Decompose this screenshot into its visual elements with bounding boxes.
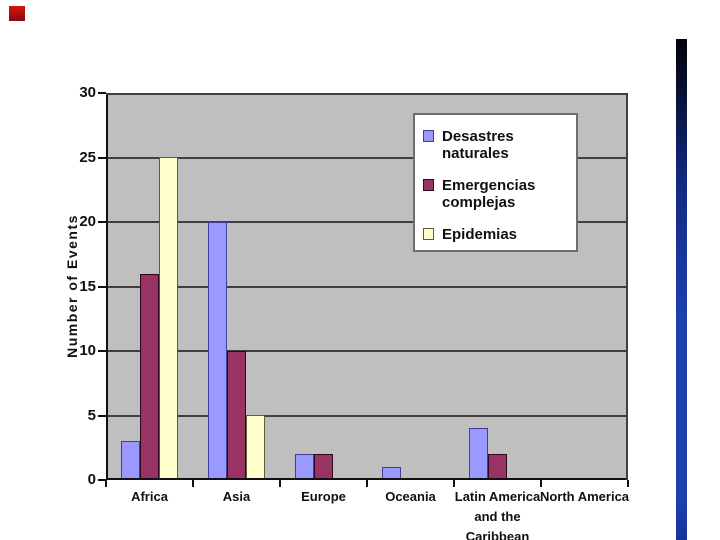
bar-epidemias-africa — [159, 157, 178, 480]
y-tick-mark-10 — [98, 350, 106, 352]
y-axis-line — [106, 93, 108, 480]
category-label-latin-america-and-the-caribbean: Latin America and the Caribbean — [455, 487, 541, 540]
category-label-line: Asia — [222, 489, 251, 504]
bar-desastres-naturales-latin-america-and-the-caribbean — [469, 428, 488, 480]
x-tick-mark-5 — [540, 480, 542, 487]
y-tick-label-5: 5 — [87, 407, 96, 424]
bar-desastres-naturales-asia — [208, 222, 227, 480]
category-label-line: Oceania — [385, 489, 436, 504]
category-label-europe: Europe — [301, 487, 346, 507]
x-axis-line — [106, 478, 628, 480]
y-tick-mark-5 — [98, 415, 106, 417]
blue-sidebar-decoration — [676, 39, 687, 540]
x-tick-mark-2 — [279, 480, 281, 487]
plot-right-border — [626, 93, 628, 480]
plot-top-border — [106, 93, 628, 95]
category-label-line: and the — [474, 509, 521, 524]
legend-label-desastres-naturales: Desastres naturales — [442, 128, 514, 162]
x-tick-mark-6 — [627, 480, 629, 487]
legend-swatch-emergencias-complejas — [423, 179, 434, 191]
y-tick-mark-25 — [98, 157, 106, 159]
bar-emergencias-complejas-europe — [314, 454, 333, 480]
legend-item-desastres-naturales: Desastres naturales — [423, 128, 570, 162]
red-square-decoration — [9, 6, 25, 21]
legend: Desastres naturales Emergencias complejas… — [413, 113, 578, 252]
y-tick-mark-20 — [98, 221, 106, 223]
y-tick-label-25: 25 — [79, 149, 96, 166]
category-label-oceania: Oceania — [385, 487, 436, 507]
gridline-10 — [106, 350, 628, 352]
category-label-line: Caribbean — [465, 529, 530, 540]
category-label-line: Europe — [301, 489, 346, 504]
gridline-25 — [106, 157, 628, 159]
y-tick-mark-30 — [98, 92, 106, 94]
bar-desastres-naturales-africa — [121, 441, 140, 480]
legend-label-emergencias-complejas: Emergencias complejas — [442, 177, 536, 211]
y-tick-mark-0 — [98, 479, 106, 481]
gridline-15 — [106, 286, 628, 288]
legend-item-epidemias: Epidemias — [423, 226, 570, 243]
x-tick-mark-1 — [192, 480, 194, 487]
y-tick-label-30: 30 — [79, 84, 96, 101]
x-tick-mark-0 — [105, 480, 107, 487]
category-label-line: Africa — [131, 489, 168, 504]
bar-desastres-naturales-europe — [295, 454, 314, 480]
x-tick-mark-4 — [453, 480, 455, 487]
category-label-line: North America — [539, 489, 630, 504]
gridline-5 — [106, 415, 628, 417]
bar-emergencias-complejas-africa — [140, 274, 159, 480]
y-tick-label-20: 20 — [79, 213, 96, 230]
y-tick-label-10: 10 — [79, 342, 96, 359]
gridline-20 — [106, 221, 628, 223]
legend-swatch-epidemias — [423, 228, 434, 240]
category-label-africa: Africa — [131, 487, 168, 507]
category-label-north-america: North America — [540, 487, 629, 507]
y-tick-label-0: 0 — [87, 471, 96, 488]
legend-label-epidemias: Epidemias — [442, 226, 518, 243]
x-tick-mark-3 — [366, 480, 368, 487]
category-label-asia: Asia — [223, 487, 250, 507]
legend-item-emergencias-complejas: Emergencias complejas — [423, 177, 570, 211]
category-label-line: Latin America — [454, 489, 541, 504]
bar-epidemias-asia — [246, 415, 265, 480]
legend-swatch-desastres-naturales — [423, 130, 434, 142]
y-tick-label-15: 15 — [79, 278, 96, 295]
bar-emergencias-complejas-asia — [227, 351, 246, 480]
bar-emergencias-complejas-latin-america-and-the-caribbean — [488, 454, 507, 480]
y-tick-mark-15 — [98, 286, 106, 288]
